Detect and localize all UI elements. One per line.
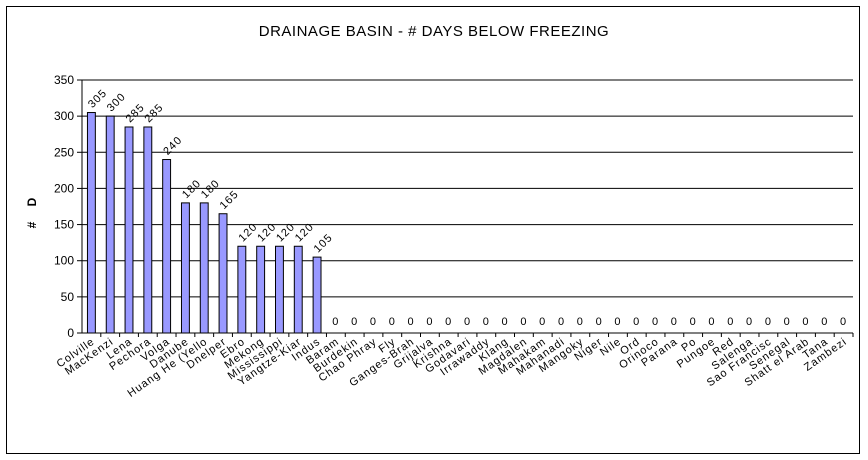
data-label-6: 180 [199, 177, 223, 201]
data-label-15: 0 [370, 316, 377, 328]
data-label-16: 0 [389, 316, 396, 328]
data-label-23: 0 [520, 316, 527, 328]
bar-3 [143, 126, 153, 334]
data-label-33: 0 [708, 316, 715, 328]
data-label-12: 105 [312, 232, 336, 256]
y-tick-label-100: 100 [54, 254, 74, 268]
data-label-36: 0 [765, 316, 772, 328]
y-tick-label-200: 200 [54, 181, 74, 195]
data-label-2: 285 [124, 102, 148, 126]
data-label-20: 0 [464, 316, 471, 328]
data-label-32: 0 [690, 316, 697, 328]
data-label-24: 0 [539, 316, 546, 328]
bar-4 [162, 159, 172, 334]
data-label-38: 0 [802, 316, 809, 328]
data-label-39: 0 [821, 316, 828, 328]
data-label-13: 0 [332, 316, 339, 328]
data-label-35: 0 [746, 316, 753, 328]
chart-title: DRAINAGE BASIN - # DAYS BELOW FREEZING [259, 23, 609, 40]
bar-12 [312, 256, 322, 334]
bar-1 [105, 115, 115, 334]
data-label-22: 0 [502, 316, 509, 328]
x-tick-labels: ColvilleMacKenziLenaPechoraVolgaDanubeHu… [55, 336, 850, 400]
bar-2 [124, 126, 134, 334]
data-label-7: 165 [218, 188, 242, 212]
data-label-4: 240 [161, 134, 185, 158]
data-label-40: 0 [840, 316, 847, 328]
bar-11 [293, 245, 303, 334]
data-label-18: 0 [426, 316, 433, 328]
data-label-28: 0 [614, 316, 621, 328]
y-tick-label-0: 0 [67, 326, 74, 340]
y-tick-label-150: 150 [54, 218, 74, 232]
data-label-26: 0 [577, 316, 584, 328]
data-label-3: 285 [142, 102, 166, 126]
axes [77, 79, 854, 337]
y-tick-labels: 0 50 100 150 200 250 300 350 [54, 73, 74, 340]
y-axis-label: # D [25, 192, 39, 229]
data-label-29: 0 [633, 316, 640, 328]
data-label-34: 0 [727, 316, 734, 328]
y-tick-label-350: 350 [54, 73, 74, 87]
data-label-27: 0 [596, 316, 603, 328]
data-label-5: 180 [180, 177, 204, 201]
data-label-1: 300 [105, 91, 129, 115]
y-tick-label-50: 50 [61, 290, 75, 304]
bar-8 [237, 245, 247, 334]
y-tick-label-300: 300 [54, 109, 74, 123]
data-label-17: 0 [408, 316, 415, 328]
gridlines [82, 79, 853, 298]
data-label-14: 0 [351, 316, 358, 328]
bar-5 [180, 202, 190, 334]
data-label-37: 0 [784, 316, 791, 328]
bar-0 [86, 112, 96, 334]
data-label-19: 0 [445, 316, 452, 328]
data-label-25: 0 [558, 316, 565, 328]
y-tick-label-250: 250 [54, 145, 74, 159]
data-label-30: 0 [652, 316, 659, 328]
bar-7 [218, 213, 228, 334]
bar-6 [199, 202, 209, 334]
bar-9 [256, 245, 266, 334]
data-label-21: 0 [483, 316, 490, 328]
bar-10 [275, 245, 284, 334]
data-label-31: 0 [671, 316, 678, 328]
